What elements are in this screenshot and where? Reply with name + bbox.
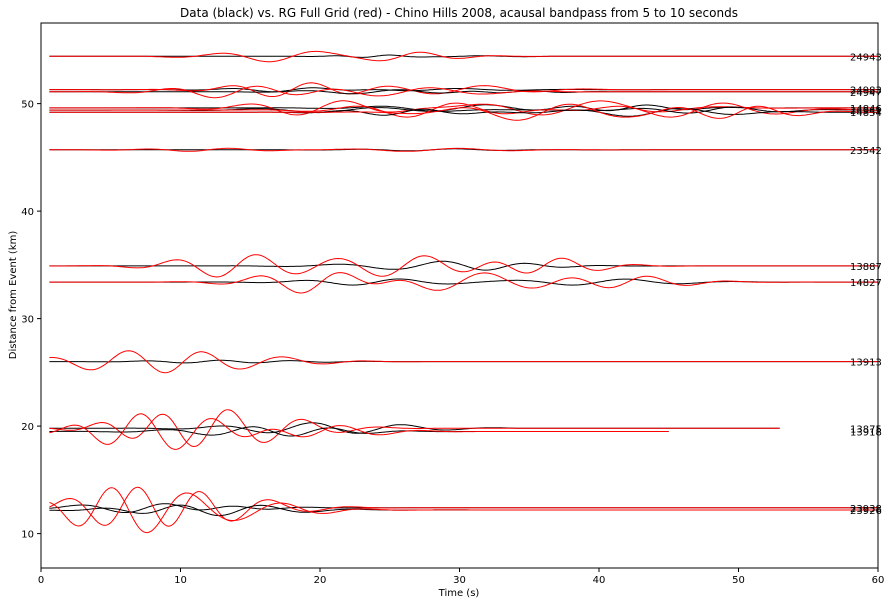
station-label-23926: 23926 [850,506,882,517]
x-tick-label: 50 [732,575,745,586]
traces-layer [49,50,878,534]
station-label-24943: 24943 [850,52,882,63]
synthetic-trace-23926 [49,487,878,534]
station-label-13918: 13918 [850,427,882,438]
x-tick-label: 10 [174,575,187,586]
synthetic-trace-14854 [49,103,878,121]
y-tick-label: 30 [21,315,34,326]
y-axis-label: Distance from Event (km) [8,231,19,360]
synthetic-trace-13913 [49,350,878,374]
axes-layer: 0 10 20 30 40 50 60 10 20 30 40 50 [21,22,885,586]
station-label-24947: 24947 [850,88,882,99]
station-label-14846: 14846 [850,104,882,115]
station-label-14854: 14854 [850,108,882,119]
synthetic-trace-13918 [49,413,669,450]
synthetic-trace-24941 [49,102,878,118]
x-tick-label: 0 [38,575,44,586]
synthetic-trace-23938 [49,486,878,527]
x-tick-label: 30 [453,575,466,586]
station-label-23938: 23938 [850,504,882,515]
y-tick-label: 10 [21,530,34,541]
x-tick-label: 20 [314,575,327,586]
station-label-13913: 13913 [850,358,882,369]
y-tick-label: 20 [21,422,34,433]
y-tick-label: 50 [21,100,34,111]
synthetic-trace-14827 [49,272,878,294]
x-axis-label: Time (s) [438,588,480,599]
station-label-24941: 24941 [850,106,882,117]
chart-title: Data (black) vs. RG Full Grid (red) - Ch… [180,6,738,20]
synthetic-trace-13875 [49,409,780,448]
x-tick-label: 60 [872,575,885,586]
station-label-23542: 23542 [850,146,882,157]
synthetic-trace-23542 [49,147,878,152]
synthetic-trace-24943 [49,50,878,63]
synthetic-trace-24947 [49,85,878,99]
station-label-13887: 13887 [850,262,882,273]
station-label-14827: 14827 [850,278,882,289]
x-tick-label: 40 [593,575,606,586]
station-label-24983: 24983 [850,86,882,97]
station-label-13875: 13875 [850,424,882,435]
y-tick-label: 40 [21,207,34,218]
synthetic-trace-13887 [49,254,878,278]
